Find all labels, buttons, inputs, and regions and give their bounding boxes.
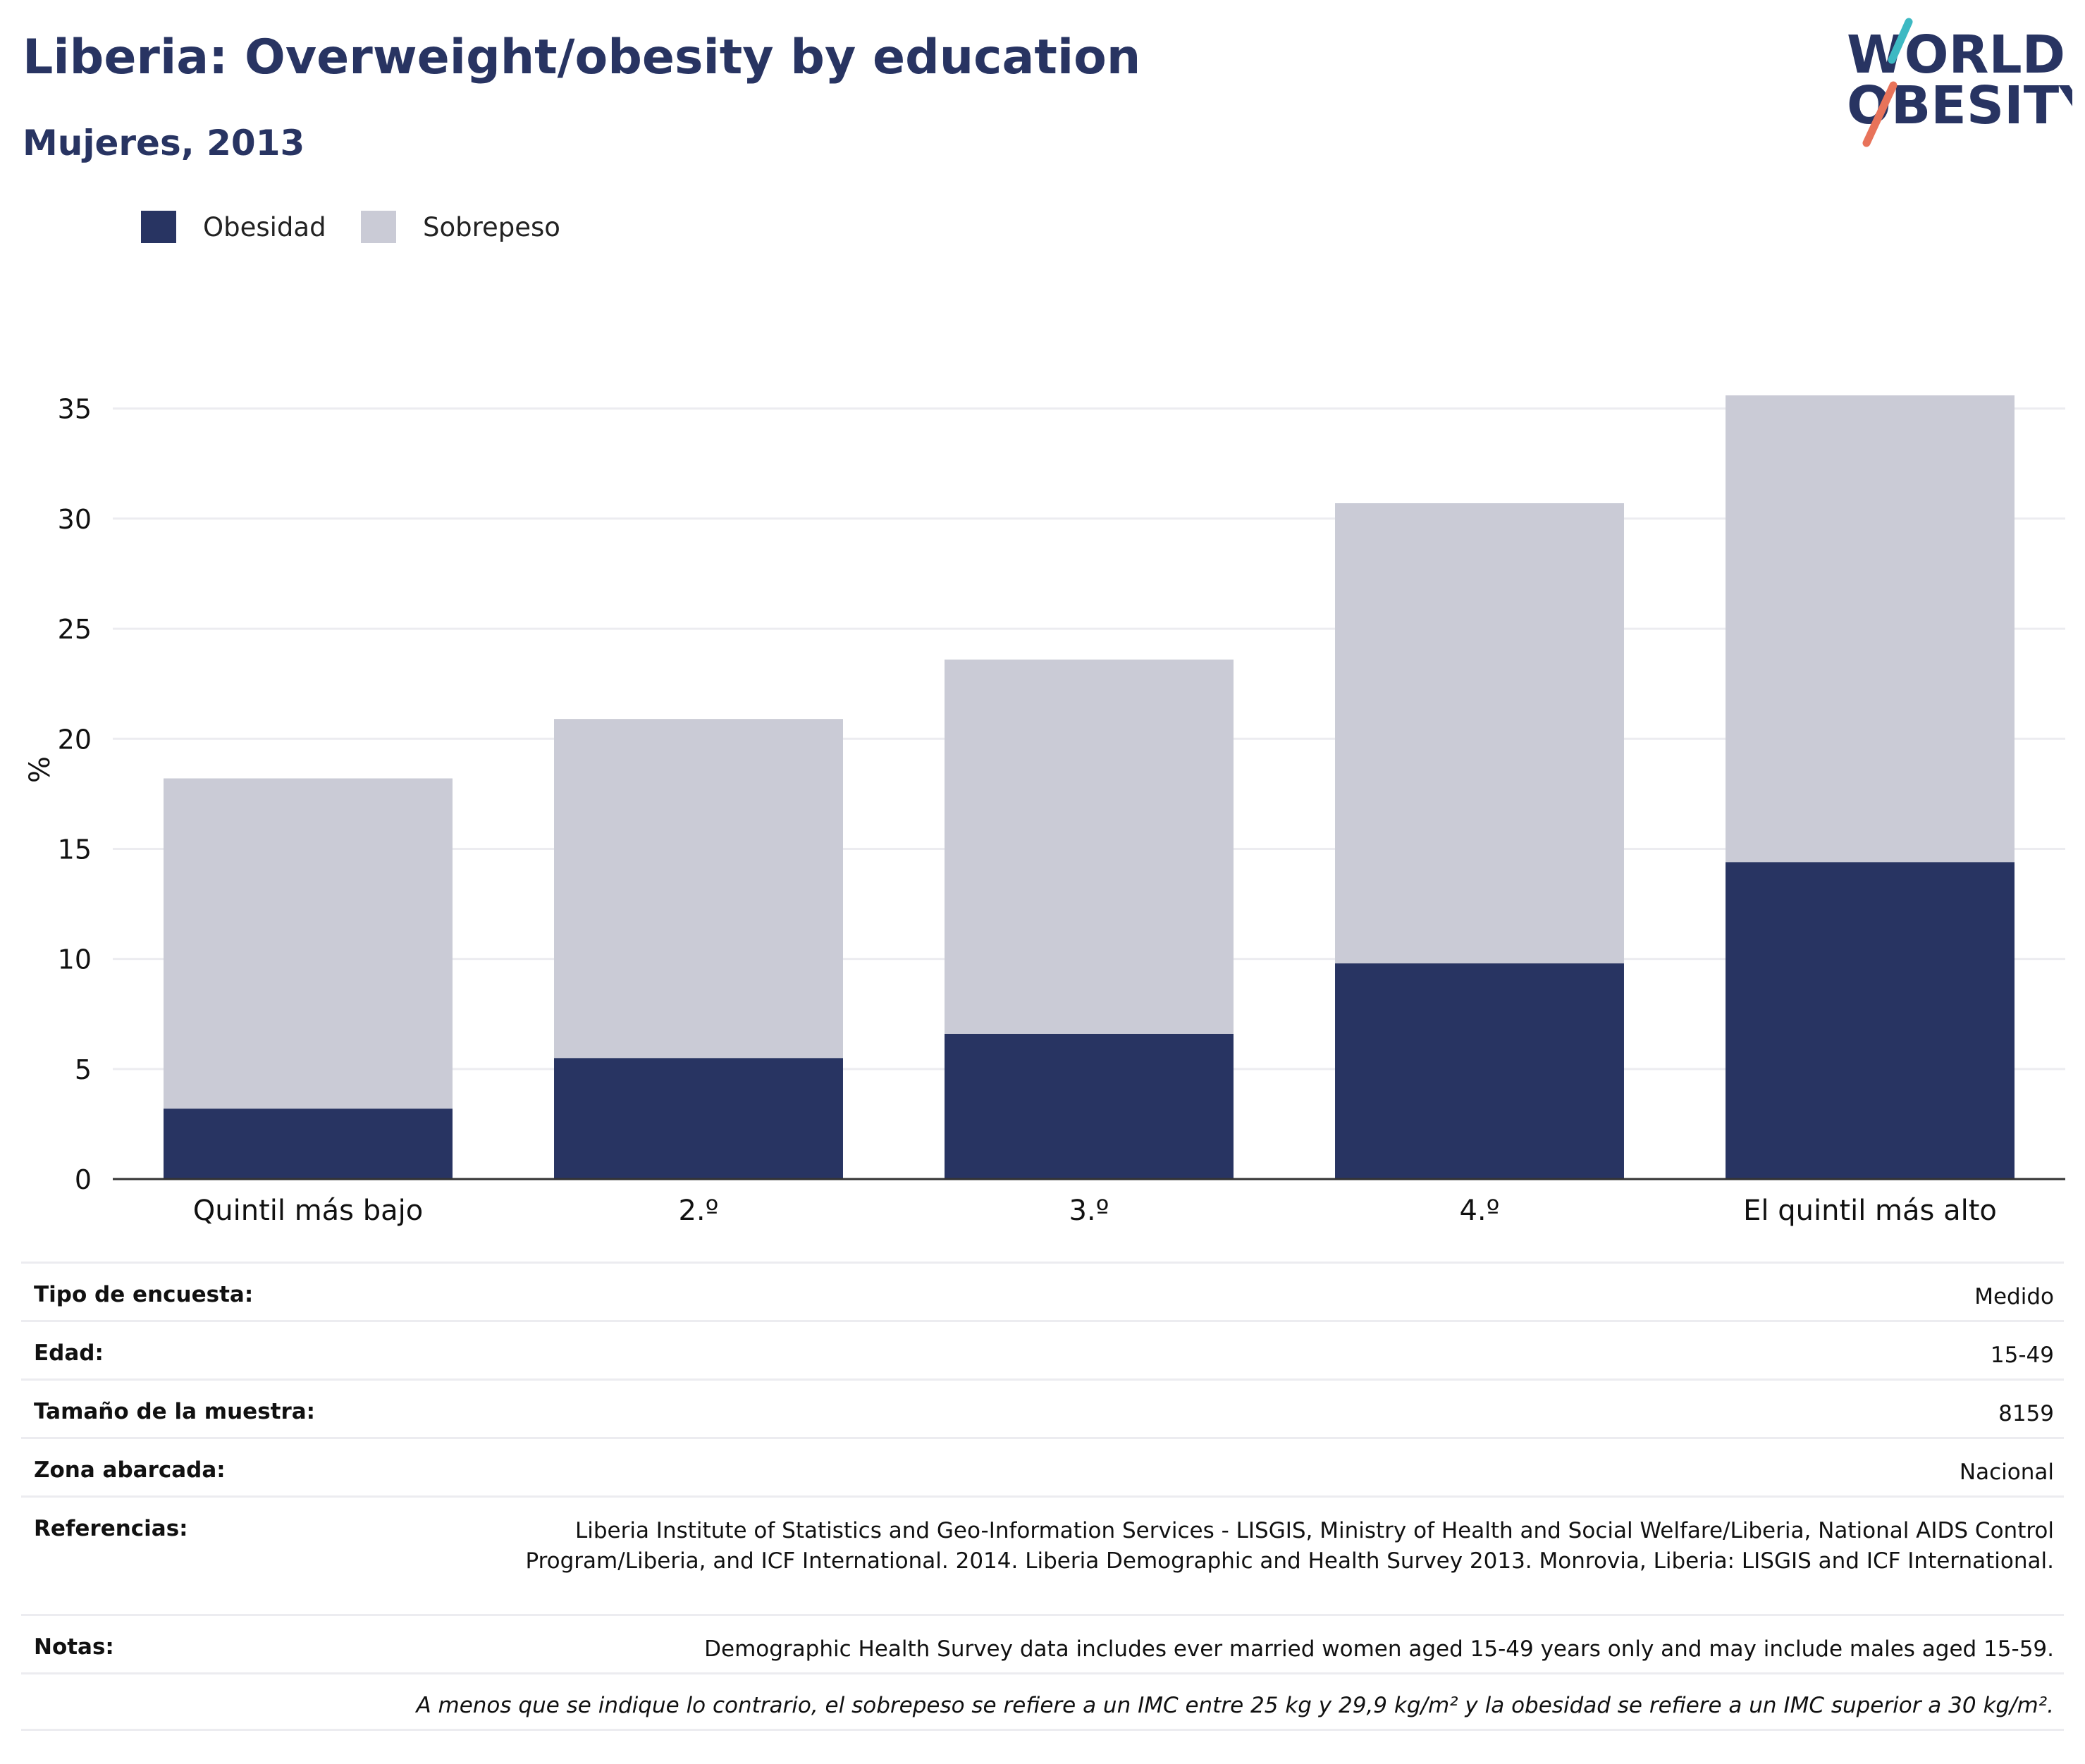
x-tick-label: 2.º xyxy=(678,1195,718,1227)
info-row-value: 8159 xyxy=(1998,1401,2054,1426)
info-row: Tamaño de la muestra: 8159 xyxy=(21,1378,2064,1437)
info-row-value: Medido xyxy=(1974,1284,2054,1309)
survey-info-table: Tipo de encuesta: Medido Edad: 15-49 Tamaño … xyxy=(21,1262,2064,1731)
bar-sobrepeso[interactable] xyxy=(945,659,1234,1034)
legend-swatch-sobrepeso xyxy=(361,211,396,243)
x-tick-label: 3.º xyxy=(1069,1195,1109,1227)
info-row-value: Nacional xyxy=(1959,1460,2054,1485)
y-tick-label: 10 xyxy=(58,944,92,975)
x-tick-label: El quintil más alto xyxy=(1743,1195,1997,1227)
footnote-row: A menos que se indique lo contrario, el … xyxy=(21,1672,2064,1731)
bar-obesidad[interactable] xyxy=(1726,862,2015,1179)
info-row-value: Demographic Health Survey data includes … xyxy=(704,1636,2054,1662)
y-tick-label: 20 xyxy=(58,724,92,755)
info-row-label: Notas: xyxy=(34,1634,114,1660)
logo-slash-coral xyxy=(1862,81,1898,147)
world-obesity-logo: WORLD OBESITY xyxy=(1847,18,2072,147)
y-tick-label: 30 xyxy=(58,504,92,535)
legend-swatch-obesidad xyxy=(141,211,176,243)
y-tick-label: 0 xyxy=(75,1164,92,1195)
info-row: Notas: Demographic Health Survey data inc… xyxy=(21,1614,2064,1672)
y-tick-labels: 0 5 10 15 20 25 30 35 xyxy=(58,394,92,1195)
bar-obesidad[interactable] xyxy=(945,1033,1234,1179)
chart-title: Liberia: Overweight/obesity by education xyxy=(23,30,1141,85)
footnote-text: A menos que se indique lo contrario, el … xyxy=(416,1693,2054,1718)
info-row: Referencias: Liberia Institute of Statist… xyxy=(21,1495,2064,1614)
x-tick-label: 4.º xyxy=(1459,1195,1499,1227)
stacked-bar-chart: 0 5 10 15 20 25 30 35 Quintil más bajo 2.º 3.º 4.º… xyxy=(24,394,2065,1227)
info-row: Zona abarcada: Nacional xyxy=(21,1437,2064,1495)
bar-sobrepeso[interactable] xyxy=(1335,503,1624,963)
info-row-label: Tipo de encuesta: xyxy=(34,1282,254,1307)
logo-slash-teal xyxy=(1888,18,1913,64)
logo-text-world: WORLD xyxy=(1847,25,2065,85)
y-tick-label: 35 xyxy=(58,394,92,425)
bar-sobrepeso[interactable] xyxy=(1726,395,2015,863)
y-tick-label: 15 xyxy=(58,834,92,865)
bar-sobrepeso[interactable] xyxy=(164,778,453,1109)
info-row: Edad: 15-49 xyxy=(21,1320,2064,1378)
legend-label-obesidad: Obesidad xyxy=(203,212,326,242)
info-row-value: Liberia Institute of Statistics and Geo-… xyxy=(525,1518,2054,1574)
info-row-value: 15-49 xyxy=(1990,1343,2054,1368)
chart-subtitle: Mujeres, 2013 xyxy=(23,123,305,164)
info-row-label: Edad: xyxy=(34,1340,104,1366)
bar-obesidad[interactable] xyxy=(1335,963,1624,1179)
info-row: Tipo de encuesta: Medido xyxy=(21,1262,2064,1320)
y-axis-label: % xyxy=(24,756,56,783)
y-tick-label: 5 xyxy=(75,1054,92,1085)
bar-obesidad[interactable] xyxy=(164,1109,453,1179)
info-row-label: Tamaño de la muestra: xyxy=(34,1399,316,1424)
info-row-label: Zona abarcada: xyxy=(34,1457,226,1483)
bars xyxy=(164,395,2015,1179)
x-tick-labels: Quintil más bajo 2.º 3.º 4.º El quintil más … xyxy=(193,1195,1997,1227)
x-tick-label: Quintil más bajo xyxy=(193,1195,423,1227)
y-tick-label: 25 xyxy=(58,614,92,645)
bar-sobrepeso[interactable] xyxy=(554,719,843,1059)
info-row-label: Referencias: xyxy=(34,1516,188,1541)
bar-obesidad[interactable] xyxy=(554,1058,843,1179)
legend-label-sobrepeso: Sobrepeso xyxy=(423,212,560,242)
